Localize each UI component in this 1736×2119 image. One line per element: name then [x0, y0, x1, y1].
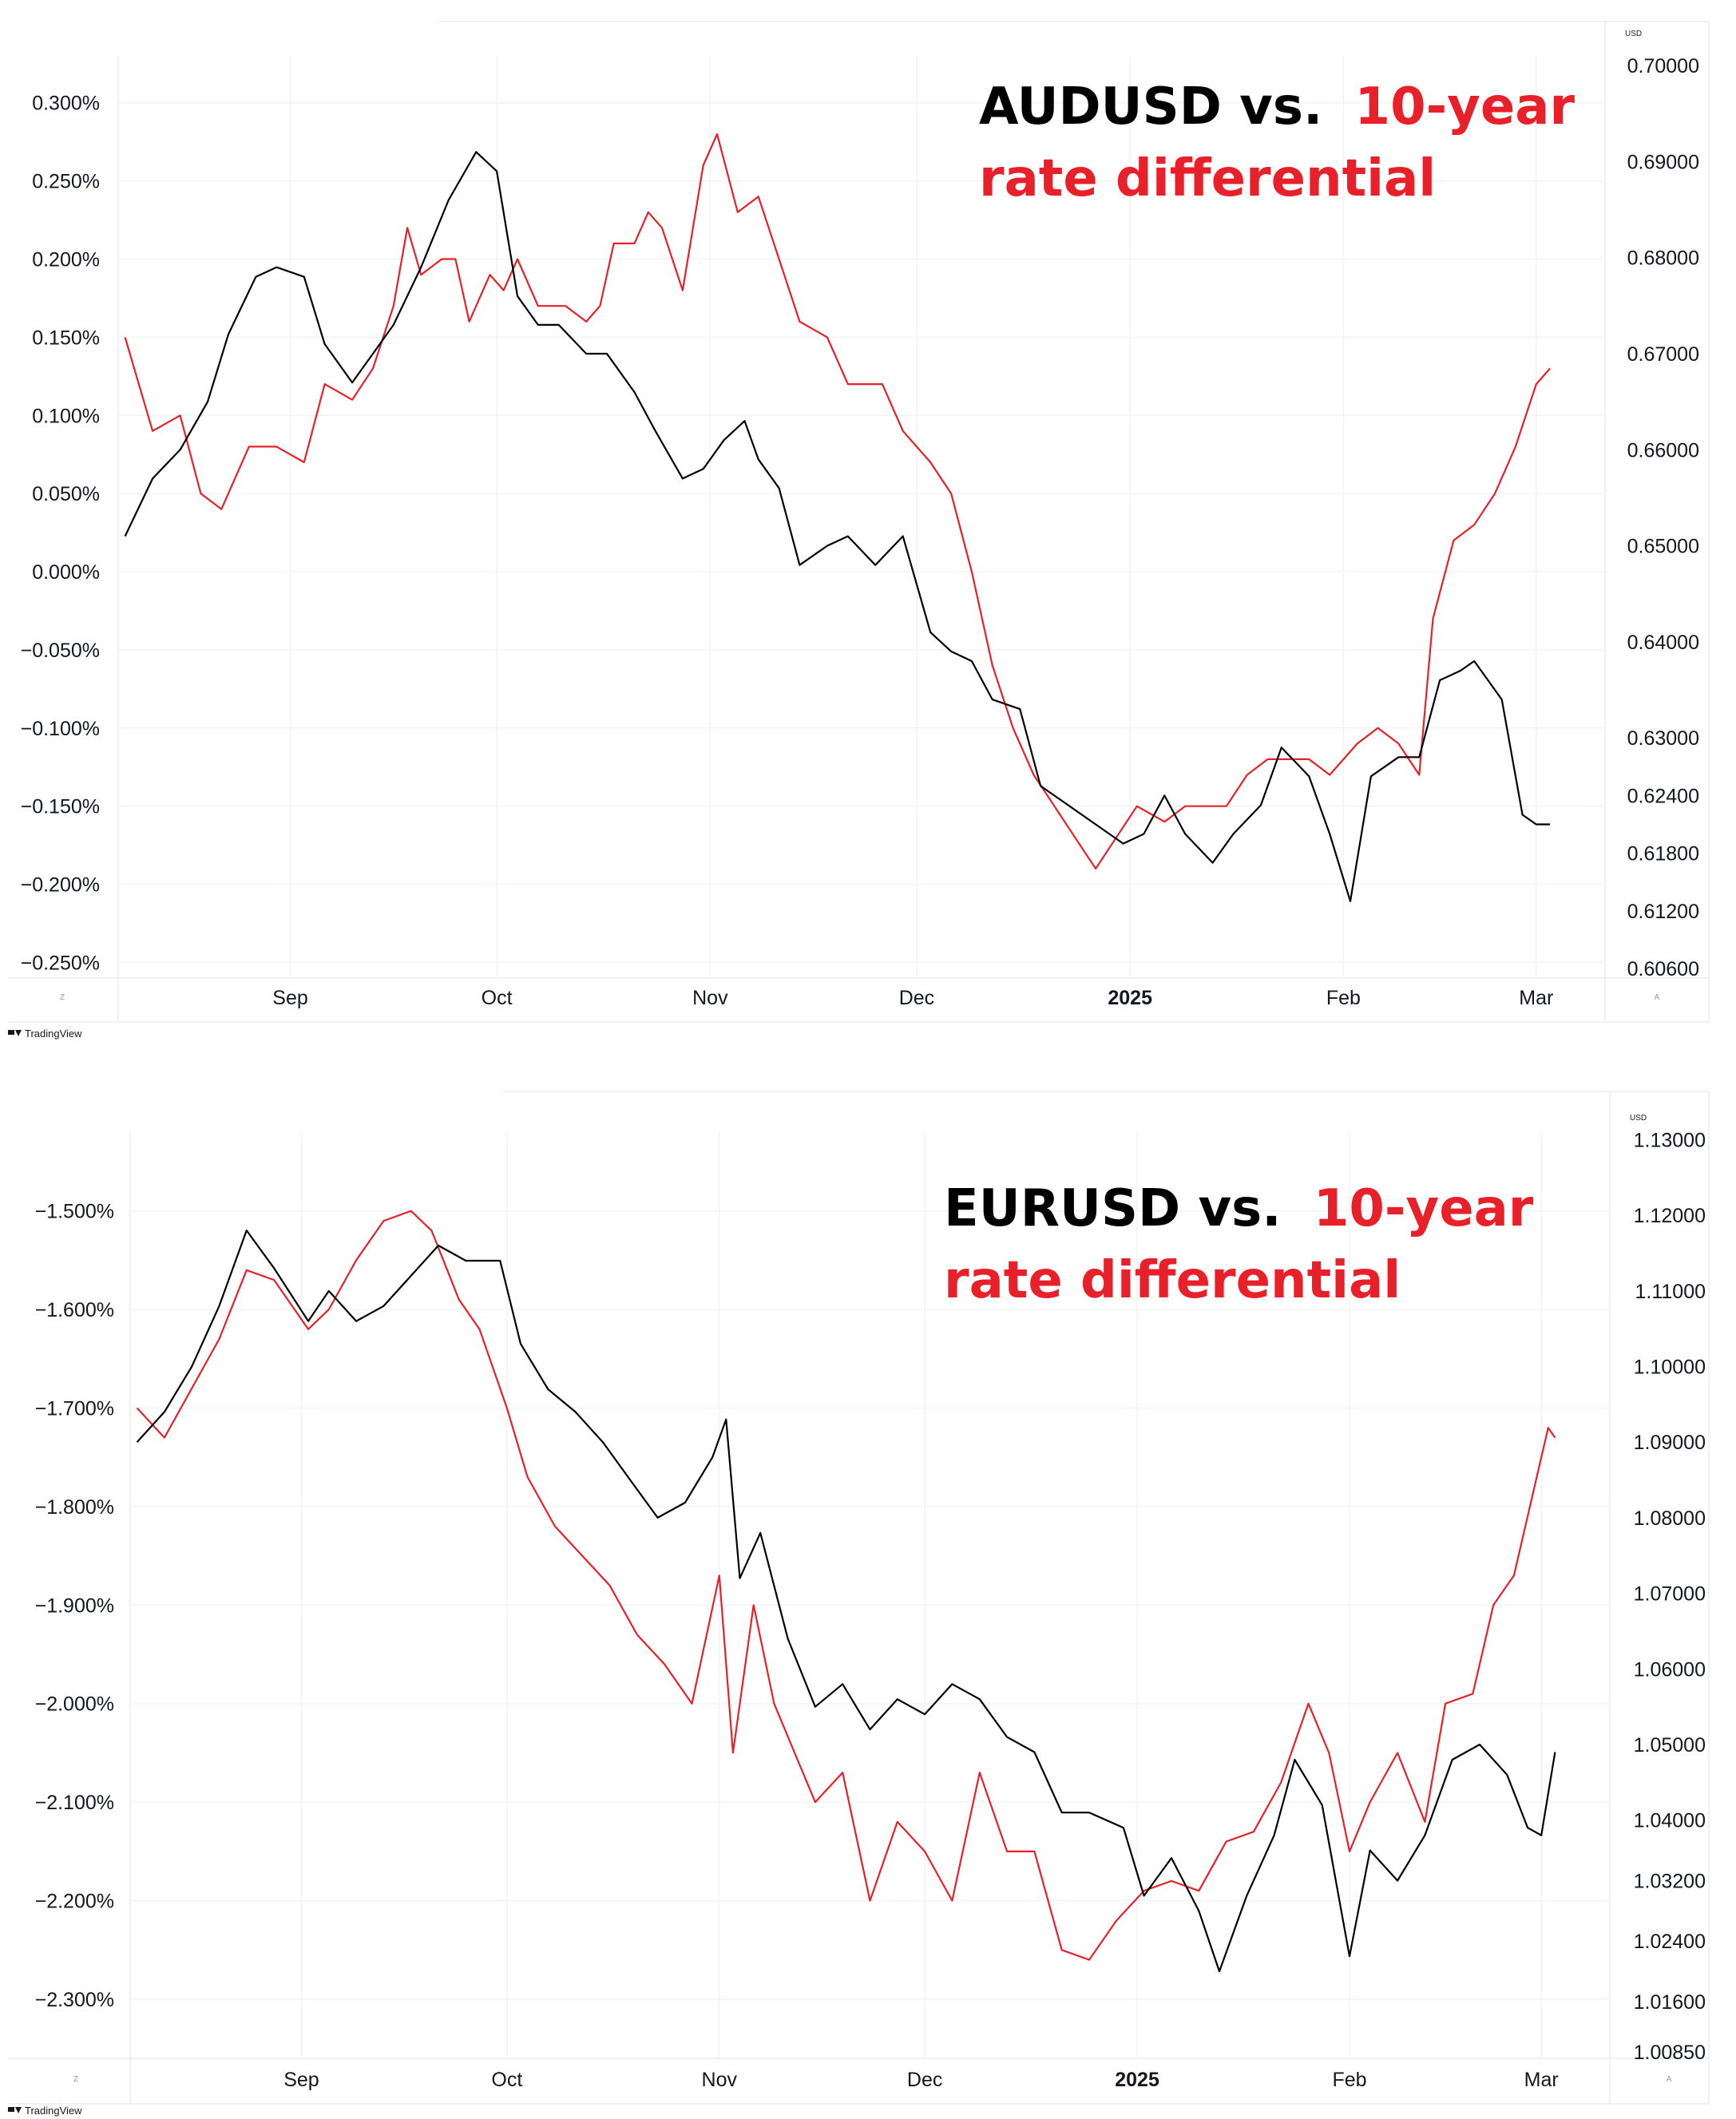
right-tick-label: 0.66000: [1627, 439, 1699, 461]
left-tick-label: −0.150%: [21, 796, 100, 818]
right-tick-label: 0.68000: [1627, 248, 1699, 270]
right-tick-label: 0.64000: [1627, 632, 1699, 654]
right-tick-label: 1.00850: [1634, 2042, 1706, 2064]
x-tick-label: Dec: [899, 987, 934, 1009]
tradingview-logo-icon: [15, 2107, 22, 2113]
left-tick-label: −1.500%: [35, 1201, 114, 1223]
x-tick-label: Mar: [1519, 987, 1553, 1009]
left-tick-label: 0.050%: [32, 483, 100, 505]
left-tick-label: 0.250%: [32, 171, 100, 193]
right-tick-label: 0.61800: [1627, 843, 1699, 865]
right-tick-label: 1.13000: [1634, 1129, 1706, 1151]
right-tick-label: 0.70000: [1627, 55, 1699, 77]
chart-title-line2: rate differential: [944, 1251, 1401, 1310]
left-scale-corner[interactable]: Z: [60, 993, 65, 1002]
tradingview-wordmark: TradingView: [25, 1028, 82, 1040]
left-tick-label: −2.300%: [35, 1989, 114, 2011]
price-line: [136, 1230, 1556, 1973]
right-axis-unit: USD: [1625, 30, 1642, 38]
right-tick-label: 0.61200: [1627, 901, 1699, 923]
tradingview-wordmark: TradingView: [25, 2105, 82, 2117]
right-tick-label: 0.69000: [1627, 151, 1699, 173]
right-tick-label: 1.11000: [1635, 1281, 1706, 1303]
auto-scale-corner[interactable]: A: [1655, 993, 1660, 1002]
left-tick-label: −2.200%: [35, 1891, 114, 1913]
left-tick-label: −2.100%: [35, 1792, 114, 1814]
x-tick-label: Feb: [1326, 987, 1361, 1009]
title-10-year: 10-year: [1355, 77, 1575, 137]
title-10-year: 10-year: [1314, 1179, 1534, 1238]
title-pair: AUDUSD vs.: [979, 77, 1322, 137]
left-tick-label: −0.200%: [21, 874, 100, 897]
right-tick-label: 1.12000: [1634, 1205, 1706, 1227]
tradingview-logo: TradingView: [8, 1028, 82, 1040]
right-tick-label: 1.05000: [1634, 1734, 1706, 1757]
x-tick-label: Sep: [272, 987, 307, 1009]
right-tick-label: 1.01600: [1634, 1991, 1706, 2014]
right-tick-label: 1.02400: [1634, 1931, 1706, 1953]
left-scale-corner[interactable]: Z: [73, 2075, 78, 2084]
x-tick-label: Oct: [482, 987, 513, 1009]
left-tick-label: −1.700%: [35, 1398, 114, 1420]
right-tick-label: 1.09000: [1634, 1432, 1706, 1454]
right-tick-label: 1.07000: [1634, 1583, 1706, 1606]
right-tick-label: 1.10000: [1634, 1357, 1706, 1379]
x-tick-label: Sep: [283, 2069, 319, 2091]
right-tick-label: 1.06000: [1634, 1658, 1706, 1681]
x-tick-label: Nov: [702, 2069, 738, 2091]
chart-title-line1: EURUSD vs. 10-year: [944, 1179, 1534, 1238]
right-tick-label: 0.65000: [1627, 536, 1699, 558]
x-tick-label: 2025: [1115, 2069, 1159, 2091]
x-tick-label: Mar: [1524, 2069, 1559, 2091]
chart-title-line1: AUDUSD vs. 10-year: [979, 77, 1575, 137]
eurusd-chart: −1.500% −1.600% −1.700% −1.800% −1.900% −2.00…: [8, 1091, 1710, 2117]
right-tick-label: 0.62400: [1627, 785, 1699, 807]
right-tick-label: 0.67000: [1627, 343, 1699, 366]
right-axis-unit: USD: [1630, 1114, 1647, 1123]
left-tick-label: −1.800%: [35, 1496, 114, 1519]
title-pair: EURUSD vs.: [944, 1179, 1282, 1238]
left-tick-label: −1.600%: [35, 1299, 114, 1321]
right-tick-label: 1.03200: [1634, 1870, 1706, 1892]
audusd-chart: 0.300% 0.250% 0.200% 0.150% 0.100% 0.050% 0.00…: [8, 21, 1710, 1040]
rate-differential-line: [136, 1210, 1556, 1961]
right-tick-label: 0.63000: [1627, 727, 1699, 750]
right-tick-label: 1.04000: [1634, 1810, 1706, 1832]
audusd-chart-panel: 0.300% 0.250% 0.200% 0.150% 0.100% 0.050% 0.00…: [8, 21, 1710, 1040]
left-tick-label: −0.050%: [21, 640, 100, 662]
tradingview-logo-icon: [15, 1030, 22, 1036]
left-tick-label: −2.000%: [35, 1693, 114, 1716]
right-tick-label: 0.60600: [1627, 958, 1699, 980]
left-tick-label: 0.150%: [32, 327, 100, 349]
auto-scale-corner[interactable]: A: [1667, 2075, 1672, 2084]
rate-differential-line: [124, 133, 1551, 870]
left-tick-label: 0.200%: [32, 248, 100, 271]
left-tick-label: 0.300%: [32, 93, 100, 115]
x-tick-label: Feb: [1332, 2069, 1366, 2091]
eurusd-chart-panel: −1.500% −1.600% −1.700% −1.800% −1.900% −2.00…: [0, 1070, 1736, 2119]
right-tick-label: 1.08000: [1634, 1507, 1706, 1530]
tradingview-logo-icon: [8, 1030, 14, 1035]
left-tick-label: 0.000%: [32, 561, 100, 584]
left-tick-label: −0.250%: [21, 952, 100, 974]
tradingview-logo-icon: [8, 2107, 14, 2112]
x-tick-label: Dec: [907, 2069, 942, 2091]
left-tick-label: 0.100%: [32, 405, 100, 427]
left-tick-label: −0.100%: [21, 718, 100, 740]
chart-title-line2: rate differential: [979, 149, 1436, 208]
tradingview-logo: TradingView: [8, 2105, 82, 2117]
x-tick-label: 2025: [1108, 987, 1152, 1009]
x-tick-label: Nov: [692, 987, 728, 1009]
left-tick-label: −1.900%: [35, 1594, 114, 1617]
price-line: [124, 151, 1550, 902]
x-tick-label: Oct: [491, 2069, 522, 2091]
